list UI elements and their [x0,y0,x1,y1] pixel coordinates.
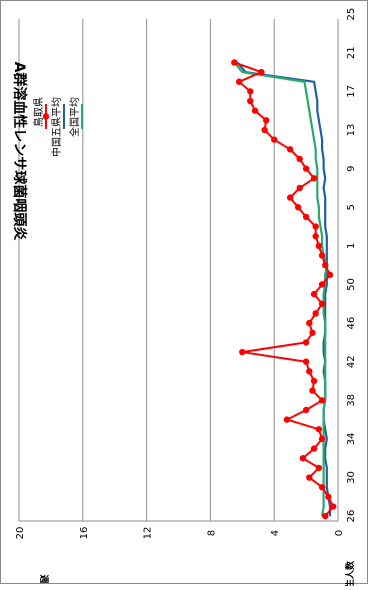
data-point [310,290,318,298]
data-point [231,59,238,66]
data-point [235,78,243,85]
data-point [315,426,323,433]
x-tick-label: 26 [346,510,357,523]
x-tick-label: 38 [346,394,357,407]
x-tick-label: 17 [346,85,357,98]
data-point [325,493,332,501]
x-tick-label: 50 [346,278,357,291]
data-point [299,455,307,462]
data-point [312,310,319,317]
data-point [330,503,337,510]
data-point [247,88,254,95]
x-tick-label: 25 [346,8,357,21]
data-point [315,242,323,250]
x-axis-ticks: 26 30 34 38 42 46 50 1 5 9 13 17 21 25 [346,8,357,523]
data-point [318,252,326,259]
data-point [326,271,334,279]
data-point [247,97,254,105]
data-point [286,146,294,153]
data-point [318,281,326,288]
data-point [322,512,329,520]
data-point [318,397,326,404]
data-point [296,184,303,192]
data-point [310,377,318,385]
y-axis-label: 発生人数 [344,560,356,586]
data-point [312,233,319,240]
data-point [306,474,313,481]
data-point [251,107,259,114]
x-axis-label: 週 [38,574,49,584]
x-tick-label: 21 [346,46,357,59]
x-tick-label: 1 [346,243,357,249]
legend-label: 鳥取県 [32,97,45,127]
series-lines [233,61,335,517]
y-tick-label: 0 [334,530,345,536]
y-tick-label: 8 [206,530,217,536]
y-tick-label: 4 [270,530,281,536]
grid-lines [18,19,339,522]
y-tick-label: 16 [79,527,90,540]
data-point [318,435,326,443]
data-point [310,175,318,182]
data-point [296,155,303,163]
data-point [302,339,310,346]
chart-title: A群溶血性レンサ球菌咽頭炎 [11,62,28,241]
data-point [309,329,316,336]
legend-label: 全国平均 [68,97,81,137]
series-markers [231,59,337,520]
data-point [309,387,316,394]
data-point [310,445,318,452]
x-tick-label: 34 [346,433,357,446]
x-tick-label: 46 [346,317,357,330]
data-point [318,300,326,307]
data-point [312,223,319,230]
data-point [302,406,310,414]
data-point [271,136,278,143]
legend: 鳥取県 中国五県平均 全国平均 [32,97,83,157]
y-axis-ticks: 0 4 8 12 16 20 [15,527,345,540]
data-point [302,213,310,221]
x-tick-label: 5 [346,204,357,210]
x-tick-label: 30 [346,471,357,484]
y-tick-label: 20 [15,527,26,540]
data-point [322,261,329,269]
data-point [261,126,268,134]
data-point [302,165,310,172]
y-tick-label: 12 [143,527,154,540]
data-point [283,416,291,423]
x-tick-label: 42 [346,355,357,368]
legend-marker [42,113,50,120]
x-tick-label: 13 [346,124,357,137]
data-point [306,368,313,375]
series-line [233,61,335,517]
data-point [306,319,313,327]
legend-label: 中国五県平均 [50,97,63,157]
data-point [258,68,265,76]
data-point [315,464,323,472]
data-point [239,348,246,356]
data-point [294,204,302,211]
data-point [263,117,270,124]
data-point [286,194,294,201]
data-point [302,358,310,365]
x-tick-label: 9 [346,165,357,171]
data-point [318,484,326,491]
series-line [236,61,332,517]
